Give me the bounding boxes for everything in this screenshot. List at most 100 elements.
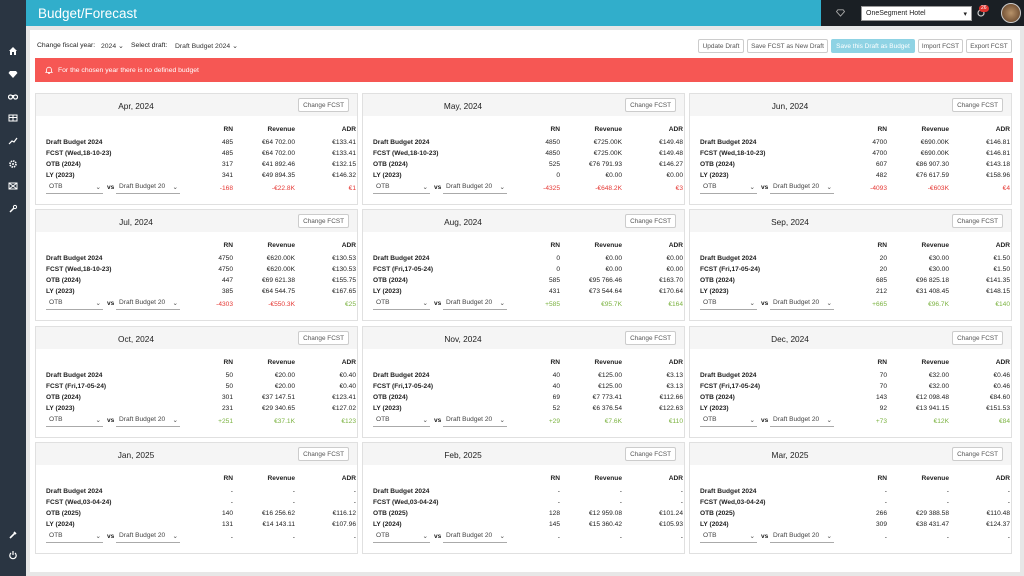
fiscal-year-select[interactable]: 2024 ⌄ xyxy=(101,42,124,50)
rn-header: RN xyxy=(877,242,887,249)
draft-select[interactable]: Draft Budget 2024 ⌄ xyxy=(175,42,238,50)
chevron-down-icon: ⌄ xyxy=(749,417,755,424)
change-fcst-button[interactable]: Change FCST xyxy=(298,98,349,112)
chevron-down-icon: ⌄ xyxy=(749,184,755,191)
rn-value: 140 xyxy=(221,510,233,517)
revenue-value: €690.00K xyxy=(920,139,949,146)
compare-select-right[interactable]: Draft Budget 20 ⌄ xyxy=(116,532,180,543)
row-label: OTB (2025) xyxy=(46,510,81,517)
compare-select-right[interactable]: Draft Budget 20 ⌄ xyxy=(443,183,507,194)
change-fcst-button[interactable]: Change FCST xyxy=(952,98,1003,112)
avatar[interactable] xyxy=(1001,3,1021,23)
adr-value: €3.13 xyxy=(666,372,683,379)
month-card: Nov, 2024 Change FCST RN Revenue ADR Draft Bu… xyxy=(362,326,685,438)
adr-value: €84.60 xyxy=(989,394,1010,401)
tools-icon[interactable] xyxy=(6,529,20,541)
adr-value: €110.48 xyxy=(986,510,1010,517)
adr-value: €158.96 xyxy=(986,172,1010,179)
compare-select-right[interactable]: Draft Budget 20 ⌄ xyxy=(443,416,507,427)
adr-header: ADR xyxy=(995,475,1010,482)
adr-value: €163.70 xyxy=(659,277,683,284)
compare-select-left[interactable]: OTB ⌄ xyxy=(373,299,430,310)
rn-header: RN xyxy=(550,475,560,482)
binoculars-icon[interactable] xyxy=(6,90,20,102)
adr-value: €0.00 xyxy=(666,172,683,179)
adr-value: €123.41 xyxy=(332,394,356,401)
import-fcst-button[interactable]: Import FCST xyxy=(918,39,963,53)
month-card: Aug, 2024 Change FCST RN Revenue ADR Draft Bu… xyxy=(362,209,685,321)
change-fcst-button[interactable]: Change FCST xyxy=(952,331,1003,345)
compare-select-left[interactable]: OTB ⌄ xyxy=(373,416,430,427)
change-fcst-button[interactable]: Change FCST xyxy=(298,214,349,228)
row-label: OTB (2024) xyxy=(700,394,735,401)
vs-label: vs xyxy=(434,533,442,540)
adr-value: €0.40 xyxy=(339,372,356,379)
card-header: May, 2024 Change FCST xyxy=(363,94,684,116)
compare-select-left[interactable]: OTB ⌄ xyxy=(46,183,103,194)
compare-select-right[interactable]: Draft Budget 20 ⌄ xyxy=(443,532,507,543)
change-fcst-button[interactable]: Change FCST xyxy=(952,447,1003,461)
revenue-diff: €12K xyxy=(933,418,949,425)
adr-value: €124.37 xyxy=(986,521,1010,528)
revenue-value: €69 621.38 xyxy=(261,277,295,284)
save-draft-as-budget-button[interactable]: Save this Draft as Budget xyxy=(831,39,915,53)
compare-select-right[interactable]: Draft Budget 20 ⌄ xyxy=(770,183,834,194)
change-fcst-button[interactable]: Change FCST xyxy=(298,447,349,461)
compare-select-left[interactable]: OTB ⌄ xyxy=(373,532,430,543)
compare-select-right[interactable]: Draft Budget 20 ⌄ xyxy=(770,299,834,310)
rn-value: 0 xyxy=(556,255,560,262)
rn-diff: +665 xyxy=(872,301,887,308)
change-fcst-button[interactable]: Change FCST xyxy=(625,447,676,461)
compare-select-right[interactable]: Draft Budget 20 ⌄ xyxy=(443,299,507,310)
chevron-down-icon: ⌄ xyxy=(95,184,101,191)
revenue-value: €96 825.18 xyxy=(915,277,949,284)
wrench-icon[interactable] xyxy=(6,203,20,215)
row-label: FCST (Wed,18-10-23) xyxy=(46,266,112,273)
compare-select-right[interactable]: Draft Budget 20 ⌄ xyxy=(116,416,180,427)
revenue-diff: -€603K xyxy=(927,185,949,192)
change-fcst-button[interactable]: Change FCST xyxy=(625,98,676,112)
compare-select-left[interactable]: OTB ⌄ xyxy=(46,299,103,310)
compare-left-value: OTB xyxy=(703,532,717,539)
trend-icon[interactable] xyxy=(6,135,20,147)
card-header: Mar, 2025 Change FCST xyxy=(690,443,1011,465)
compare-left-value: OTB xyxy=(703,299,717,306)
change-fcst-button[interactable]: Change FCST xyxy=(625,214,676,228)
rn-diff: - xyxy=(230,534,233,541)
compare-select-left[interactable]: OTB ⌄ xyxy=(46,532,103,543)
hotel-select[interactable]: OneSegment Hotel ▾ xyxy=(861,6,972,21)
compare-left-value: OTB xyxy=(703,183,717,190)
save-fcst-new-draft-button[interactable]: Save FCST as New Draft xyxy=(747,39,828,53)
compare-select-right[interactable]: Draft Budget 20 ⌄ xyxy=(770,532,834,543)
revenue-header: Revenue xyxy=(921,475,950,482)
change-fcst-button[interactable]: Change FCST xyxy=(952,214,1003,228)
change-fcst-button[interactable]: Change FCST xyxy=(298,331,349,345)
compare-select-left[interactable]: OTB ⌄ xyxy=(700,183,757,194)
compare-select-left[interactable]: OTB ⌄ xyxy=(700,532,757,543)
adr-value: - xyxy=(1007,499,1010,506)
power-icon[interactable] xyxy=(6,549,20,561)
compare-select-left[interactable]: OTB ⌄ xyxy=(46,416,103,427)
compare-select-left[interactable]: OTB ⌄ xyxy=(700,416,757,427)
rn-value: 231 xyxy=(221,405,233,412)
update-draft-button[interactable]: Update Draft xyxy=(698,39,744,53)
adr-value: €130.53 xyxy=(332,255,356,262)
compare-select-left[interactable]: OTB ⌄ xyxy=(373,183,430,194)
chevron-down-icon: ⌄ xyxy=(118,43,124,50)
home-icon[interactable] xyxy=(6,45,20,57)
gear-icon[interactable] xyxy=(6,158,20,170)
table-icon[interactable] xyxy=(6,112,20,124)
compare-select-right[interactable]: Draft Budget 20 ⌄ xyxy=(116,183,180,194)
month-title: Mar, 2025 xyxy=(771,450,809,460)
chevron-down-icon: ⌄ xyxy=(172,184,178,191)
compare-select-left[interactable]: OTB ⌄ xyxy=(700,299,757,310)
compare-select-right[interactable]: Draft Budget 20 ⌄ xyxy=(116,299,180,310)
diamond-icon[interactable] xyxy=(6,68,20,80)
vs-label: vs xyxy=(434,184,442,191)
picture-icon[interactable] xyxy=(6,180,20,192)
main-content: Change fiscal year: 2024 ⌄ Select draft:… xyxy=(30,30,1020,572)
vs-label: vs xyxy=(761,184,769,191)
export-fcst-button[interactable]: Export FCST xyxy=(966,39,1012,53)
change-fcst-button[interactable]: Change FCST xyxy=(625,331,676,345)
compare-select-right[interactable]: Draft Budget 20 ⌄ xyxy=(770,416,834,427)
